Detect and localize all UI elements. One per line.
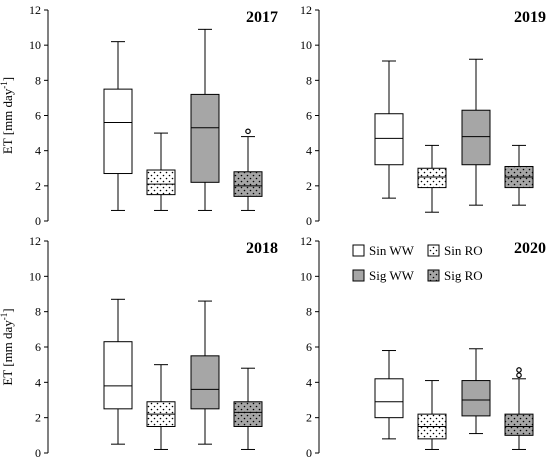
legend-label: Sin WW xyxy=(369,243,415,258)
iqr-box xyxy=(103,88,133,175)
y-tick-label: 12 xyxy=(300,3,312,17)
box-sig-ww xyxy=(190,300,220,445)
iqr-box xyxy=(504,413,534,436)
y-tick-label: 8 xyxy=(306,73,312,87)
outlier-point xyxy=(516,367,522,373)
legend-item-sin-ro: Sin RO xyxy=(427,243,483,258)
box-sig-ro xyxy=(504,367,534,450)
box-sin-ww xyxy=(103,298,133,445)
iqr-box xyxy=(461,380,491,417)
box-sin-ro xyxy=(417,144,447,213)
iqr-box xyxy=(233,171,263,197)
panel-2018: 0 2 4 6 8 10 12 ET [mm day-1] 2018 xyxy=(0,234,278,460)
y-tick-label: 12 xyxy=(29,234,41,248)
box-sin-ww xyxy=(374,350,404,440)
panel-title: 2020 xyxy=(514,240,546,257)
y-tick-label: 6 xyxy=(306,109,312,123)
y-tick-label: 8 xyxy=(35,305,41,319)
iqr-box xyxy=(374,113,404,166)
y-tick-label: 2 xyxy=(306,411,312,425)
y-tick-label: 12 xyxy=(29,3,41,17)
y-tick-label: 8 xyxy=(306,305,312,319)
y-tick-label: 10 xyxy=(300,38,312,52)
legend-swatch xyxy=(427,269,440,282)
y-tick-label: 10 xyxy=(300,269,312,283)
y-axis-title: ET [mm day-1] xyxy=(0,77,15,154)
box-sig-ro xyxy=(233,367,263,450)
panel-2017: 0 2 4 6 8 10 12 ET [mm day-1] 2017 xyxy=(0,3,278,228)
box-sin-ww xyxy=(374,60,404,199)
legend-label: Sig WW xyxy=(369,268,415,283)
panel-2020: 0 2 4 6 8 10 12 2020 xyxy=(300,234,546,460)
iqr-box xyxy=(461,109,491,166)
outlier-point xyxy=(516,372,522,379)
iqr-box xyxy=(190,355,220,410)
y-tick-label: 6 xyxy=(35,340,41,354)
iqr-box xyxy=(146,169,176,196)
y-tick-label: 0 xyxy=(306,214,312,228)
box-sig-ro xyxy=(504,144,534,206)
y-tick-label: 4 xyxy=(306,375,312,389)
iqr-box xyxy=(103,341,133,410)
box-sin-ro xyxy=(417,380,447,450)
y-tick-label: 10 xyxy=(29,38,41,52)
y-tick-label: 8 xyxy=(35,73,41,87)
legend-item-sin-ww: Sin WW xyxy=(352,243,415,258)
y-tick-label: 6 xyxy=(306,340,312,354)
box-sin-ro xyxy=(146,132,176,211)
iqr-box xyxy=(374,378,404,419)
y-tick-label: 0 xyxy=(35,214,41,228)
y-tick-label: 4 xyxy=(35,144,41,158)
y-tick-label: 0 xyxy=(306,446,312,460)
y-tick-label: 4 xyxy=(306,144,312,158)
legend-swatch xyxy=(427,244,440,257)
legend-item-sig-ro: Sig RO xyxy=(427,268,483,283)
box-sig-ww xyxy=(190,28,220,211)
outlier-point xyxy=(245,128,251,135)
y-tick-label: 6 xyxy=(35,109,41,123)
panel-title: 2019 xyxy=(514,9,546,26)
y-tick-label: 0 xyxy=(35,446,41,460)
box-sig-ww xyxy=(461,348,491,435)
legend-label: Sin RO xyxy=(444,243,483,258)
y-tick-label: 2 xyxy=(35,411,41,425)
legend: Sin WW Sin RO Sig WW Sig RO xyxy=(352,243,483,283)
y-tick-label: 2 xyxy=(306,179,312,193)
iqr-box xyxy=(417,167,447,189)
y-tick-label: 2 xyxy=(35,179,41,193)
panel-title: 2017 xyxy=(246,9,278,26)
y-tick-label: 12 xyxy=(300,234,312,248)
panel-2019: 0 2 4 6 8 10 12 2019 xyxy=(300,3,546,228)
y-tick-label: 10 xyxy=(29,269,41,283)
iqr-box xyxy=(233,401,263,427)
y-tick-label: 4 xyxy=(35,375,41,389)
box-sig-ww xyxy=(461,58,491,206)
box-sin-ww xyxy=(103,41,133,211)
legend-label: Sig RO xyxy=(444,268,483,283)
box-sig-ro xyxy=(233,128,263,211)
legend-item-sig-ww: Sig WW xyxy=(352,268,415,283)
legend-swatch xyxy=(352,269,365,282)
y-axis-title: ET [mm day-1] xyxy=(0,308,15,385)
box-sin-ro xyxy=(146,364,176,450)
iqr-box xyxy=(190,93,220,183)
panel-title: 2018 xyxy=(246,240,278,257)
legend-swatch xyxy=(352,244,365,257)
